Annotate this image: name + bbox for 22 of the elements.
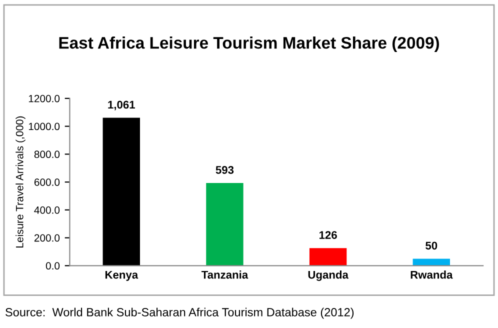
y-tick-label: 600.0 (34, 178, 60, 186)
x-tick-label: Tanzania (201, 270, 248, 279)
data-label: 50 (426, 242, 438, 250)
bar (309, 248, 347, 266)
x-tick-label: Uganda (308, 270, 348, 281)
y-tick-label: 200.0 (34, 234, 60, 242)
y-tick-label: 1200.0 (28, 94, 60, 102)
bar (412, 258, 450, 266)
x-tick-label: Kenya (105, 270, 138, 281)
bar (206, 183, 244, 266)
source-note: Source: World Bank Sub-Saharan Africa Tourism Database (2012) (6, 308, 354, 319)
chart-title: East Africa Leisure Tourism Market Share (2009) (59, 36, 439, 52)
y-tick-label: 0.0 (46, 262, 60, 270)
data-label: 1,061 (108, 100, 135, 110)
y-tick-label: 800.0 (34, 150, 60, 158)
bar (102, 118, 140, 266)
data-label: 126 (319, 231, 337, 239)
data-label: 593 (216, 166, 234, 174)
y-tick-label: 400.0 (34, 206, 60, 214)
y-axis-title: Leisure Travel Arrivals (,000) (16, 116, 26, 248)
x-tick-label: Rwanda (410, 270, 453, 279)
y-tick-label: 1000.0 (28, 122, 60, 130)
